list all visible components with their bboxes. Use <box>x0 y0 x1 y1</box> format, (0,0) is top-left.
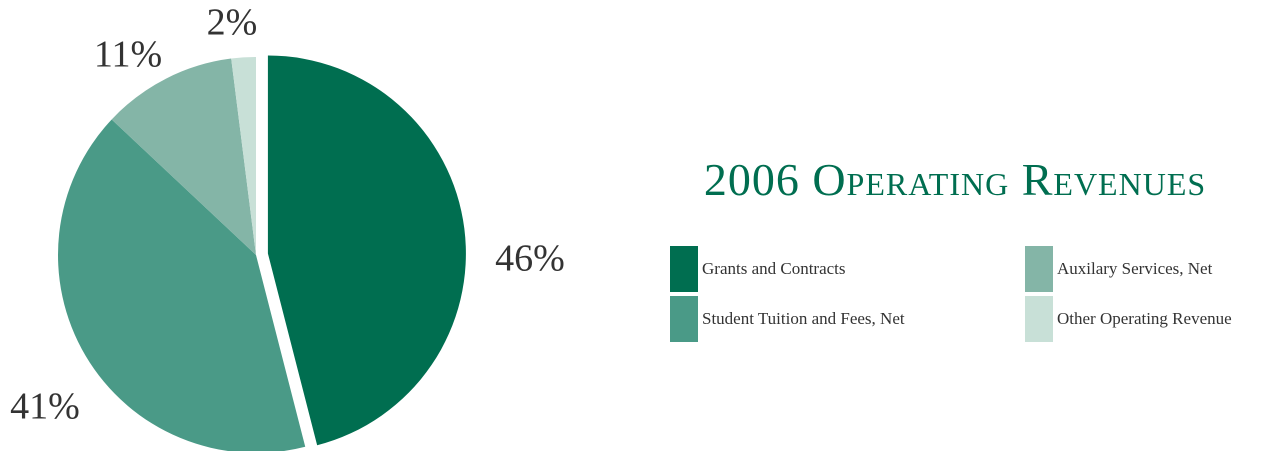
legend-label: Student Tuition and Fees, Net <box>702 309 905 328</box>
legend-label: Grants and Contracts <box>702 259 846 278</box>
legend-swatch <box>670 296 698 342</box>
pie-slice <box>267 55 466 446</box>
slice-label: 11% <box>94 34 162 76</box>
pie-slice <box>58 119 306 451</box>
legend-swatch <box>1025 246 1053 292</box>
slice-label: 41% <box>10 386 80 428</box>
legend-swatch <box>1025 296 1053 342</box>
pie-slice <box>111 58 256 255</box>
slice-label: 2% <box>207 2 258 44</box>
legend-label: Other Operating Revenue <box>1057 309 1232 328</box>
pie-slice <box>231 57 256 255</box>
slice-label: 46% <box>495 238 565 280</box>
legend-swatch <box>670 246 698 292</box>
legend-label: Auxilary Services, Net <box>1057 259 1213 278</box>
chart-title: 2006 Operating Revenues <box>704 154 1206 205</box>
